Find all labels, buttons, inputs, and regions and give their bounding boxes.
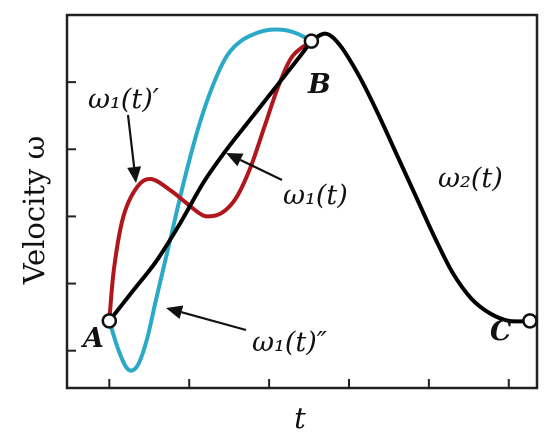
point-marker-c bbox=[522, 313, 538, 329]
arrow-omega1 bbox=[226, 153, 283, 181]
point-marker-b bbox=[303, 33, 320, 49]
series-omega2-line bbox=[309, 31, 532, 324]
plot-frame bbox=[65, 13, 539, 390]
series-omega1-line bbox=[107, 39, 314, 323]
annotation-omega1-prime: ω₁(t)′ bbox=[88, 84, 159, 115]
point-marker-a bbox=[101, 313, 118, 329]
curves bbox=[107, 27, 532, 373]
axis-ticks bbox=[67, 81, 510, 388]
annotation-omega1-double-prime: ω₁(t)″ bbox=[252, 327, 327, 358]
annotation-omega2: ω₂(t) bbox=[438, 163, 503, 194]
y-axis-label: Velocity ω bbox=[17, 136, 51, 286]
series-omega1-double-prime-line bbox=[107, 27, 314, 373]
arrow-omega1-double-prime bbox=[166, 305, 247, 332]
axes-frame bbox=[65, 13, 539, 390]
point-label-c: C bbox=[490, 316, 512, 347]
annotation-arrows bbox=[126, 114, 283, 332]
arrow-omega1-prime bbox=[126, 114, 142, 183]
point-markers bbox=[101, 33, 538, 329]
x-axis-label: t bbox=[294, 401, 306, 435]
series-omega1-prime-line bbox=[107, 39, 314, 323]
annotation-omega1: ω₁(t) bbox=[283, 180, 348, 211]
point-label-a: A bbox=[80, 323, 104, 354]
point-label-b: B bbox=[307, 69, 331, 100]
